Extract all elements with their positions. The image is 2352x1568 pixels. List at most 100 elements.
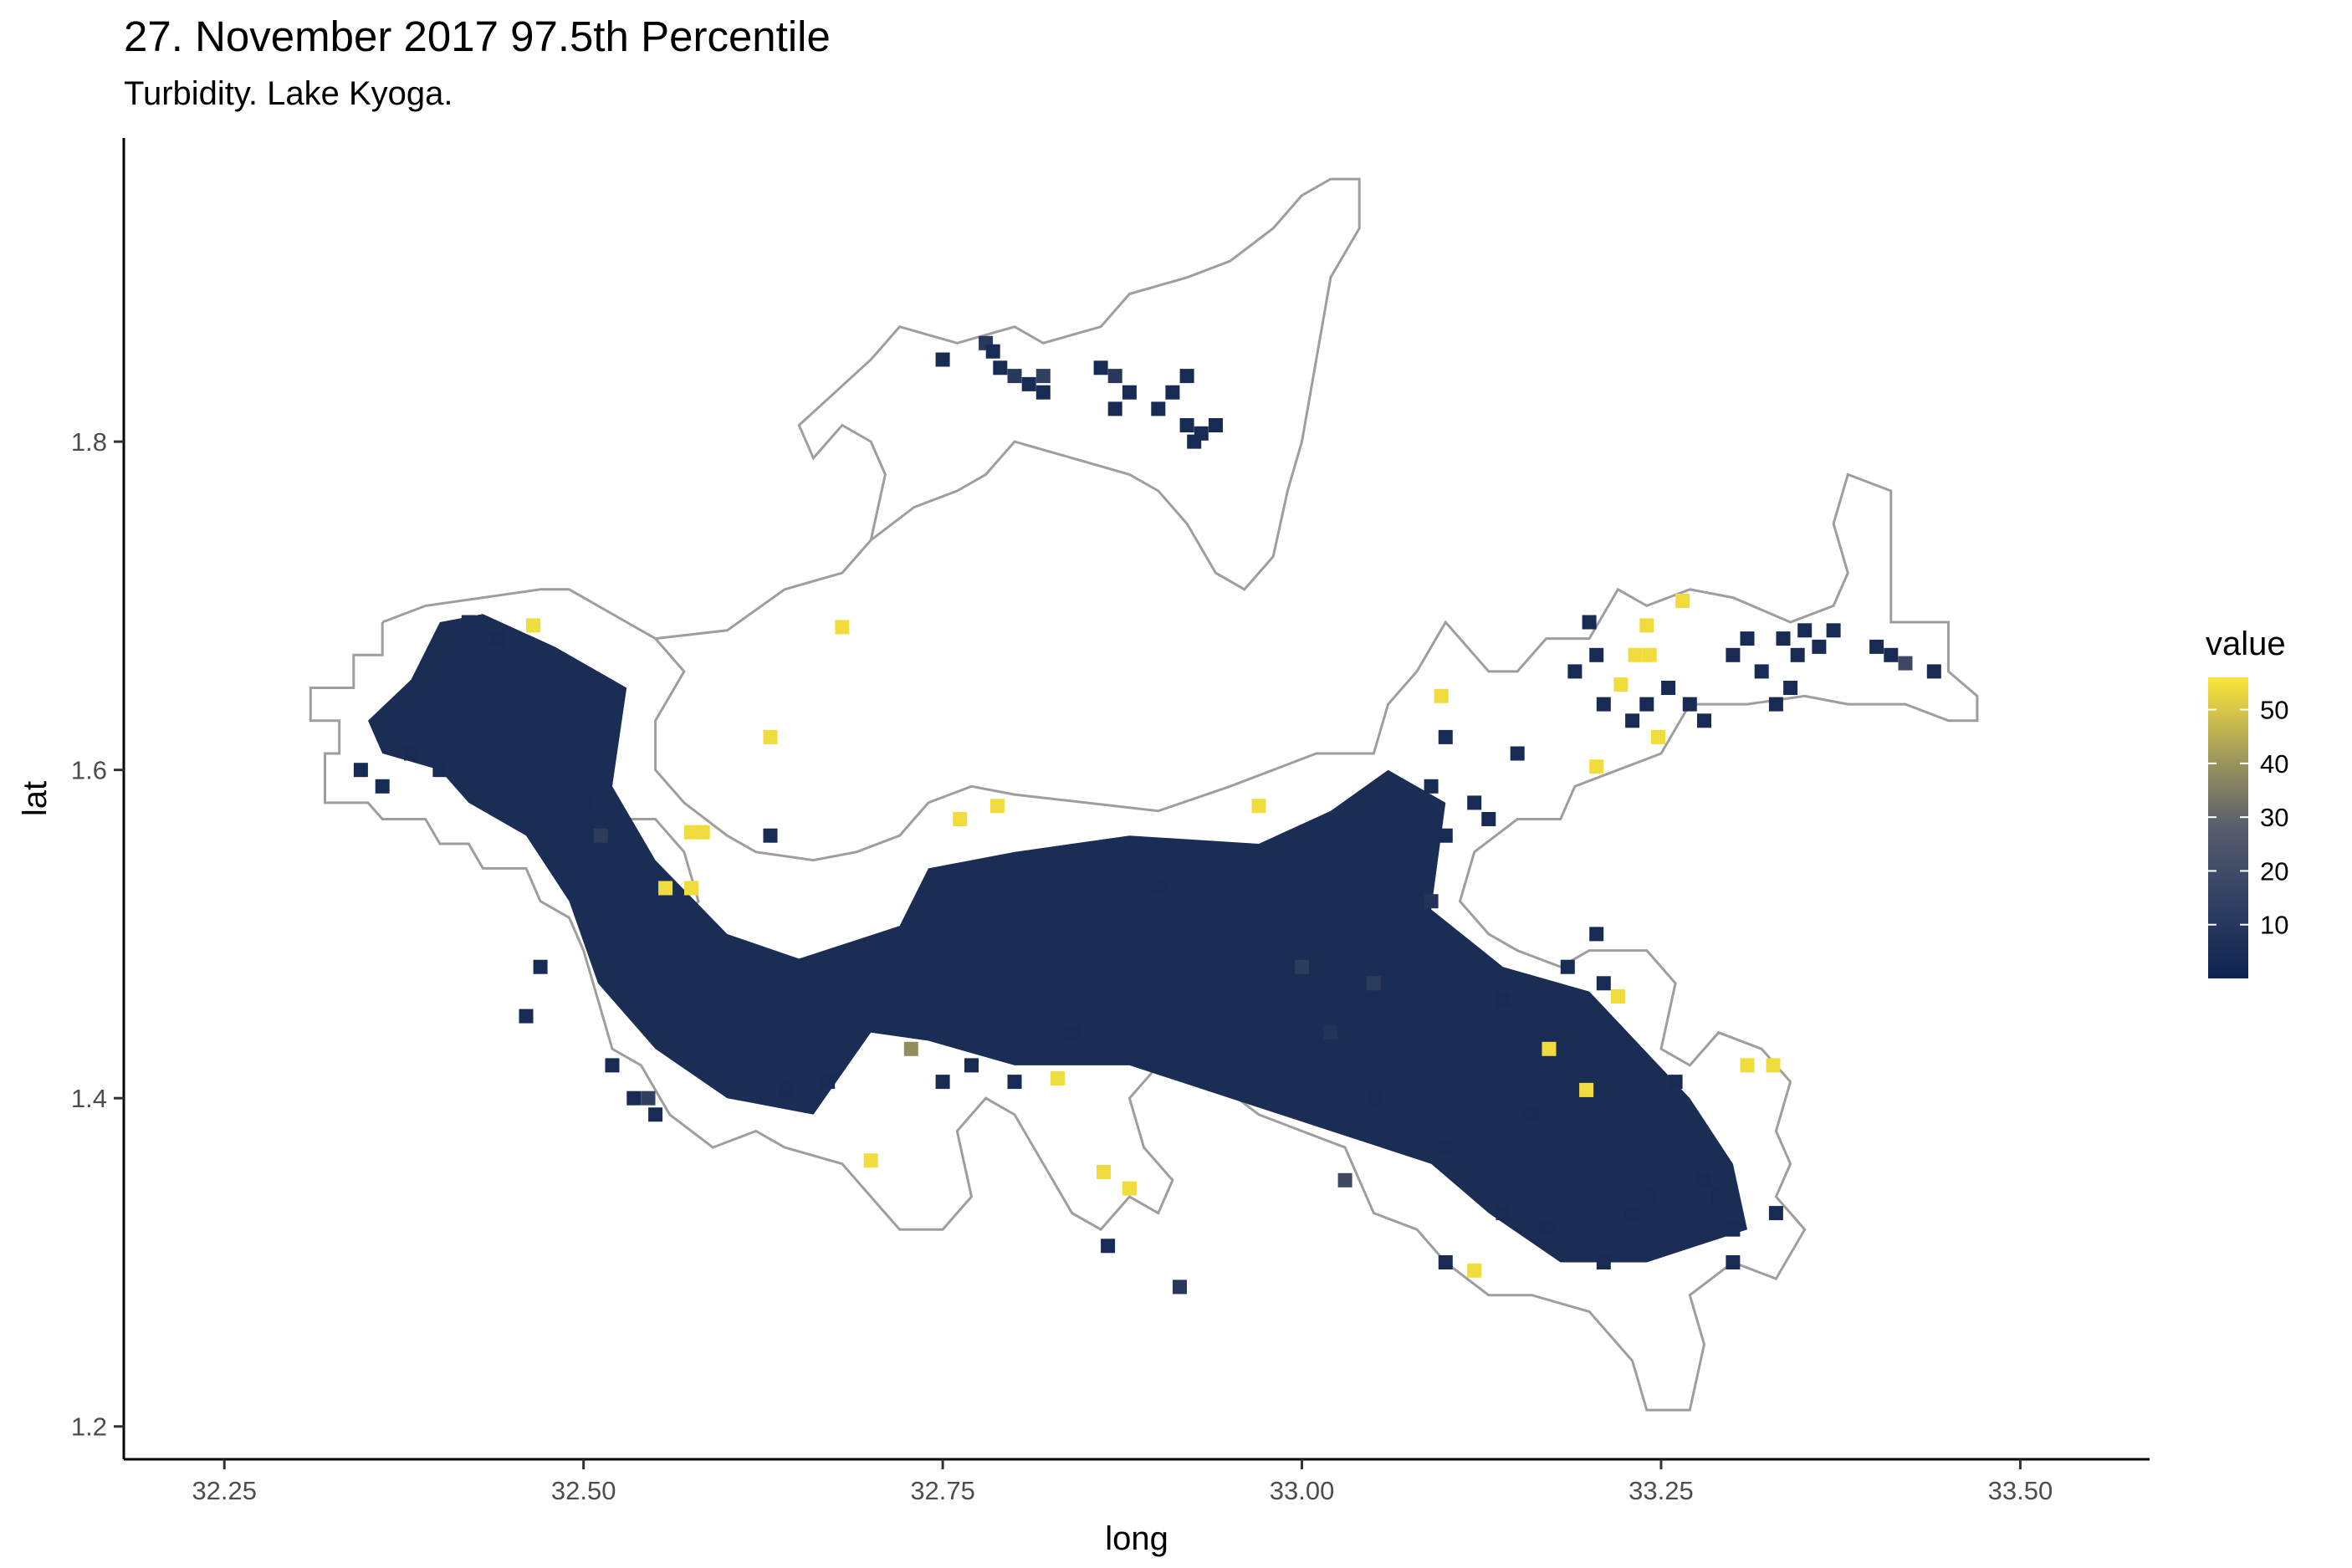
turbidity-cell xyxy=(1179,418,1194,432)
turbidity-cell xyxy=(375,779,390,794)
turbidity-cell xyxy=(1438,729,1453,744)
turbidity-cell xyxy=(1438,828,1453,843)
x-tick-label: 33.50 xyxy=(1988,1476,2053,1505)
turbidity-cell xyxy=(777,1082,792,1097)
turbidity-cell xyxy=(1651,729,1665,744)
turbidity-cell xyxy=(1625,1206,1640,1221)
turbidity-cell xyxy=(1812,639,1827,654)
turbidity-cell xyxy=(1035,385,1051,400)
turbidity-cell xyxy=(1726,647,1741,662)
turbidity-cell xyxy=(1589,927,1604,942)
x-axis-title: long xyxy=(1105,1520,1168,1557)
turbidity-cell xyxy=(1194,426,1209,441)
turbidity-cell xyxy=(1661,681,1676,695)
turbidity-cell xyxy=(1524,1107,1539,1122)
turbidity-cell xyxy=(1424,894,1439,909)
y-tick-label: 1.6 xyxy=(71,756,107,785)
turbidity-cell xyxy=(641,1090,656,1106)
turbidity-cell xyxy=(1711,1189,1726,1204)
turbidity-cell xyxy=(1007,369,1022,384)
legend-label: 50 xyxy=(2260,696,2288,725)
turbidity-cell xyxy=(1510,746,1525,761)
turbidity-cell xyxy=(1589,759,1604,774)
turbidity-cell xyxy=(1434,688,1449,703)
turbidity-cell xyxy=(432,763,447,778)
turbidity-cell xyxy=(1323,1025,1338,1040)
turbidity-cell xyxy=(1675,594,1690,608)
turbidity-cell xyxy=(626,1090,642,1106)
turbidity-cell xyxy=(1926,664,1941,679)
turbidity-cell xyxy=(1639,618,1654,633)
turbidity-cell xyxy=(1668,1075,1683,1090)
legend-colorbar xyxy=(2208,677,2248,978)
turbidity-cell xyxy=(605,1058,620,1073)
turbidity-cell xyxy=(1613,677,1629,692)
turbidity-cell xyxy=(1589,647,1604,662)
turbidity-cell xyxy=(1209,418,1223,432)
turbidity-cell xyxy=(1542,1041,1557,1056)
legend-label: 10 xyxy=(2260,911,2288,940)
turbidity-cell xyxy=(763,729,778,744)
turbidity-cell xyxy=(993,360,1008,375)
turbidity-cell xyxy=(935,352,950,367)
turbidity-cell xyxy=(1790,647,1805,662)
turbidity-cell xyxy=(1122,1181,1137,1196)
turbidity-cell xyxy=(1539,1222,1554,1237)
turbidity-cell xyxy=(1560,959,1575,974)
turbidity-cell xyxy=(1826,623,1841,638)
x-tick-label: 32.25 xyxy=(192,1476,257,1505)
turbidity-cell xyxy=(490,631,505,646)
turbidity-cell xyxy=(1639,1189,1654,1204)
turbidity-cell xyxy=(461,615,476,630)
turbidity-cell xyxy=(1579,1082,1594,1097)
turbidity-cell xyxy=(935,1075,950,1090)
turbidity-cell xyxy=(1582,615,1597,630)
turbidity-cell xyxy=(1740,631,1755,646)
turbidity-cell xyxy=(863,1153,878,1168)
turbidity-cell xyxy=(1179,369,1194,384)
turbidity-cell xyxy=(1122,385,1137,400)
turbidity-cell xyxy=(1035,369,1051,384)
turbidity-cell xyxy=(1021,376,1036,391)
turbidity-cell xyxy=(1768,697,1783,712)
axes: 32.25 32.50 32.75 33.00 33.25 33.50 1.2 1.4 1.6 1… xyxy=(17,138,2150,1557)
turbidity-cell xyxy=(684,881,698,896)
turbidity-cell xyxy=(1610,989,1625,1004)
turbidity-cell xyxy=(1467,1263,1482,1278)
turbidity-cell xyxy=(1496,1206,1511,1221)
legend-label: 40 xyxy=(2260,749,2288,779)
turbidity-cell xyxy=(835,620,850,635)
turbidity-cell xyxy=(1173,1279,1187,1295)
turbidity-cell xyxy=(353,763,368,778)
turbidity-cell xyxy=(1797,623,1813,638)
turbidity-cell xyxy=(1596,697,1611,712)
turbidity-cell xyxy=(903,1041,918,1056)
x-tick-label: 32.50 xyxy=(551,1476,616,1505)
turbidity-cell xyxy=(1496,992,1511,1007)
turbidity-cell xyxy=(1740,1058,1755,1073)
y-tick-label: 1.8 xyxy=(71,427,107,457)
turbidity-cell xyxy=(953,812,968,826)
turbidity-cell xyxy=(1682,697,1697,712)
turbidity-cell xyxy=(695,825,710,840)
turbidity-cell xyxy=(1884,647,1899,662)
turbidity-cell xyxy=(1567,664,1582,679)
turbidity-cell xyxy=(1697,1172,1711,1187)
y-tick-label: 1.2 xyxy=(71,1412,107,1442)
turbidity-cell xyxy=(989,799,1005,814)
turbidity-cell xyxy=(1151,877,1166,892)
turbidity-cell xyxy=(1628,647,1643,662)
turbidity-cell xyxy=(1596,1255,1611,1269)
turbidity-cell xyxy=(1697,713,1711,728)
turbidity-cell xyxy=(1337,1172,1352,1187)
turbidity-cell xyxy=(1051,1071,1065,1086)
turbidity-cell xyxy=(1251,799,1266,814)
turbidity-cell xyxy=(821,1075,836,1090)
turbidity-cell xyxy=(1107,401,1122,416)
turbidity-cell xyxy=(1438,1255,1453,1269)
turbidity-cell xyxy=(964,1058,979,1073)
turbidity-cell xyxy=(1101,1239,1116,1254)
turbidity-cell xyxy=(1768,1206,1783,1221)
chart-title: 27. November 2017 97.5th Percentile xyxy=(124,13,831,60)
